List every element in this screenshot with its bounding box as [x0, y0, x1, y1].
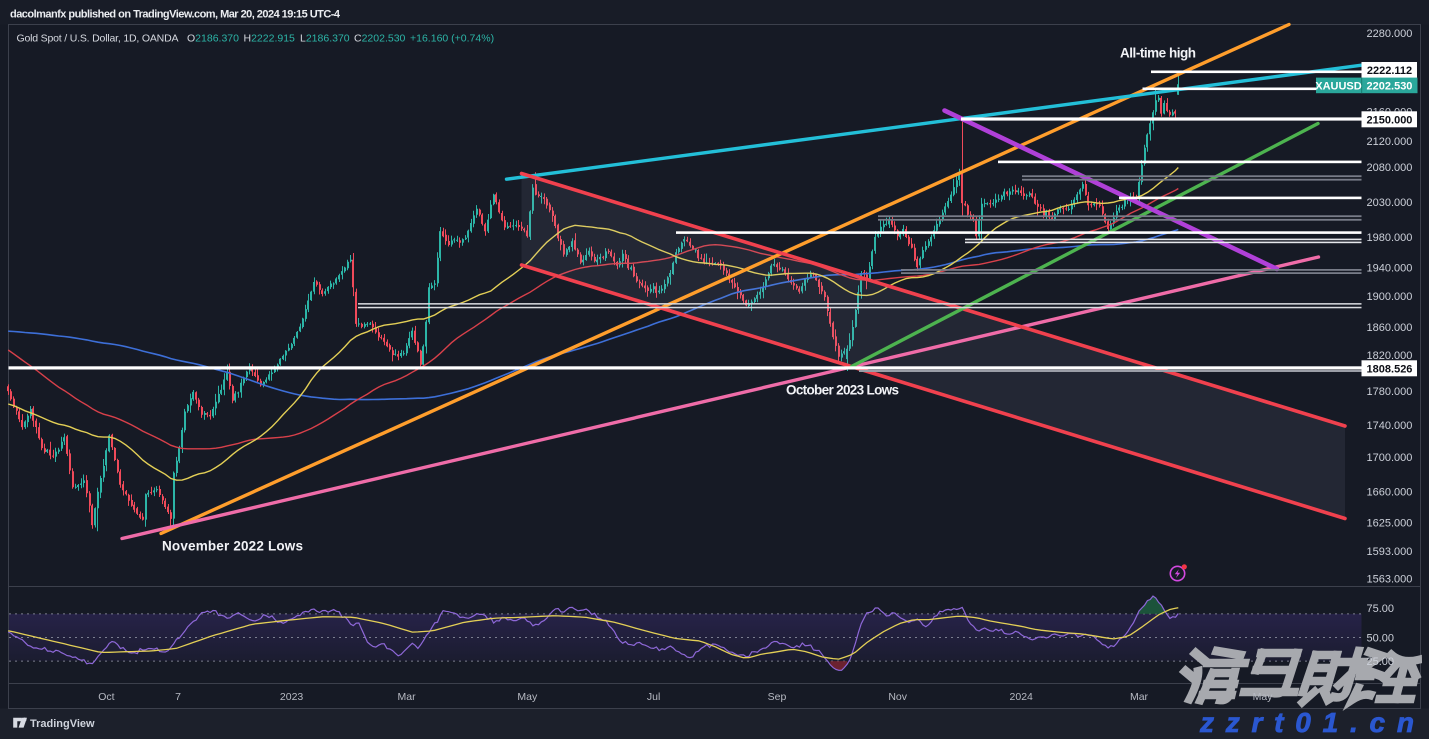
svg-text:1808.526: 1808.526 — [1367, 363, 1413, 375]
svg-text:1625.000: 1625.000 — [1367, 517, 1413, 529]
svg-text:Oct: Oct — [98, 691, 114, 703]
svg-text:+16.160 (+0.74%): +16.160 (+0.74%) — [410, 33, 494, 45]
svg-text:2030.000: 2030.000 — [1367, 197, 1413, 209]
svg-text:1900.000: 1900.000 — [1367, 291, 1413, 303]
svg-text:H2222.915: H2222.915 — [244, 33, 296, 45]
svg-text:1780.000: 1780.000 — [1367, 386, 1413, 398]
svg-text:2024: 2024 — [1010, 691, 1034, 703]
svg-text:1980.000: 1980.000 — [1367, 232, 1413, 244]
svg-text:2080.000: 2080.000 — [1367, 162, 1413, 174]
svg-text:1820.000: 1820.000 — [1367, 350, 1413, 362]
svg-text:TradingView: TradingView — [30, 718, 95, 730]
svg-text:1940.000: 1940.000 — [1367, 262, 1413, 274]
svg-text:1860.000: 1860.000 — [1367, 322, 1413, 334]
svg-text:2202.530: 2202.530 — [1367, 81, 1413, 93]
svg-text:1563.000: 1563.000 — [1367, 573, 1413, 585]
svg-text:Nov: Nov — [888, 691, 907, 703]
svg-text:XAUUSD: XAUUSD — [1315, 81, 1362, 93]
svg-text:25.00: 25.00 — [1367, 656, 1395, 668]
svg-text:May: May — [517, 691, 538, 703]
svg-text:Mar: Mar — [398, 691, 417, 703]
svg-text:75.00: 75.00 — [1367, 603, 1395, 615]
svg-text:May: May — [1253, 691, 1274, 703]
svg-text:L2186.370: L2186.370 — [300, 33, 350, 45]
svg-text:50.00: 50.00 — [1367, 632, 1395, 644]
svg-text:All-time high: All-time high — [1120, 46, 1196, 61]
svg-text:November 2022 Lows: November 2022 Lows — [162, 539, 303, 554]
svg-text:Gold Spot / U.S. Dollar, 1D, O: Gold Spot / U.S. Dollar, 1D, OANDA — [17, 33, 179, 45]
svg-text:Sep: Sep — [768, 691, 787, 703]
svg-text:2023: 2023 — [280, 691, 304, 703]
svg-text:2280.000: 2280.000 — [1367, 28, 1413, 40]
svg-text:z z r t 0 1 . c n: z z r t 0 1 . c n — [1199, 707, 1416, 738]
svg-text:1700.000: 1700.000 — [1367, 452, 1413, 464]
svg-text:2222.112: 2222.112 — [1367, 65, 1412, 77]
svg-text:2120.000: 2120.000 — [1367, 136, 1413, 148]
svg-text:Mar: Mar — [1130, 691, 1149, 703]
svg-text:C2202.530: C2202.530 — [354, 33, 406, 45]
svg-text:O2186.370: O2186.370 — [187, 33, 239, 45]
svg-text:2150.000: 2150.000 — [1367, 114, 1413, 126]
svg-text:dacolmanfx published on Tradin: dacolmanfx published on TradingView.com,… — [10, 9, 341, 21]
svg-text:October 2023 Lows: October 2023 Lows — [786, 383, 899, 398]
svg-text:1740.000: 1740.000 — [1367, 420, 1413, 432]
svg-text:1593.000: 1593.000 — [1367, 546, 1413, 558]
svg-text:7: 7 — [175, 691, 181, 703]
svg-text:Jul: Jul — [647, 691, 660, 703]
svg-text:1660.000: 1660.000 — [1367, 486, 1413, 498]
